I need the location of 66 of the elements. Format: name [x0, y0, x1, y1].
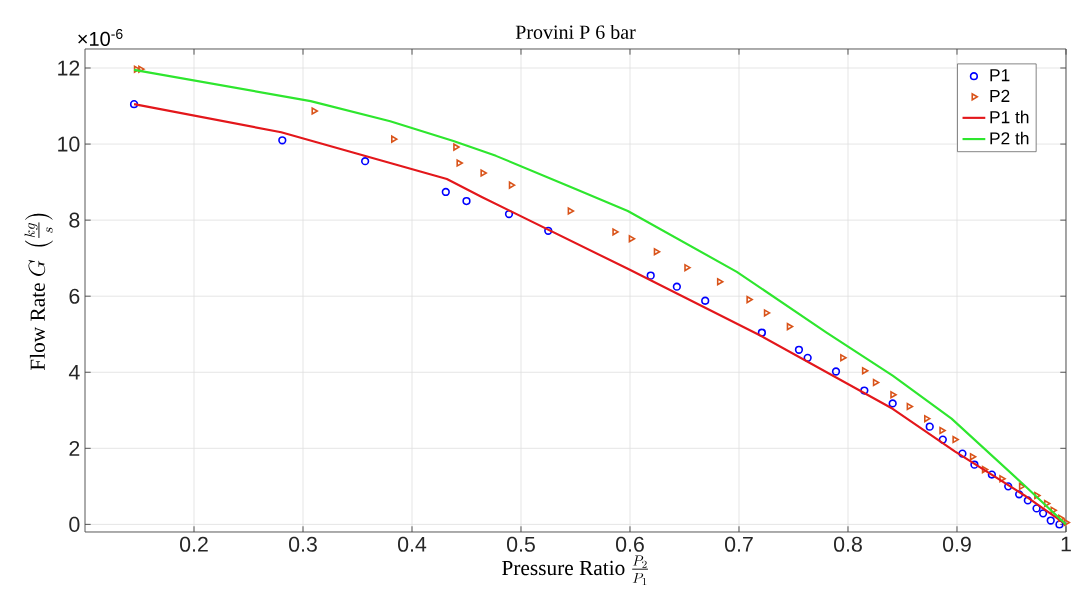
y-tick-label: 8	[69, 212, 80, 228]
point	[794, 345, 804, 354]
point	[1004, 482, 1013, 491]
point	[1023, 496, 1032, 505]
legend-label: P2	[990, 89, 1010, 102]
point	[646, 271, 655, 280]
y-tick-label: 4	[68, 364, 80, 380]
chart-title: Provini P 6 bar	[515, 24, 636, 39]
point	[803, 353, 812, 362]
point	[361, 157, 370, 166]
x-tick-label: 0.8	[834, 536, 862, 552]
point	[278, 136, 287, 145]
y-tick-label: 6	[69, 288, 80, 304]
point	[987, 470, 996, 479]
point	[701, 296, 710, 305]
point	[1032, 504, 1041, 513]
x-tick-label: 0.6	[616, 536, 644, 552]
point	[1038, 509, 1048, 518]
point	[1014, 490, 1024, 499]
point	[890, 391, 897, 399]
legend-label: P1	[990, 69, 1010, 82]
point	[952, 435, 959, 444]
point	[391, 135, 398, 143]
point	[462, 196, 471, 206]
point	[311, 107, 319, 115]
point	[129, 100, 139, 109]
legend-label: P2 th	[990, 131, 1029, 145]
point	[684, 263, 691, 272]
legend-label: P1 th	[990, 110, 1029, 124]
y-tick-label: 2	[69, 440, 80, 456]
x-tick-label: 0.5	[507, 536, 535, 552]
y-tick-label: 12	[58, 60, 80, 76]
x-axis-title: $\text{Pressure Ratio } \frac{P_2}{P_1}$	[502, 555, 648, 586]
point	[441, 187, 450, 197]
point	[1055, 520, 1064, 529]
x-tick-label: 1	[1061, 536, 1071, 552]
point	[456, 159, 464, 167]
point	[746, 295, 753, 304]
y-tick-label: 0	[69, 516, 80, 532]
x-tick-label: 0.7	[725, 536, 753, 552]
y-axis-title: $\text{Flow Rate } G\ \left(\frac{kg}{s}\right)$	[24, 213, 53, 371]
point	[925, 422, 934, 431]
point	[672, 282, 681, 291]
x-tick-label: 0.3	[289, 536, 317, 552]
point	[924, 414, 931, 423]
point	[958, 449, 967, 458]
point	[970, 460, 979, 469]
point	[612, 228, 619, 236]
point	[453, 143, 460, 151]
point	[480, 169, 487, 177]
point	[860, 386, 869, 395]
point	[504, 209, 514, 219]
y-tick-label: 10	[58, 136, 80, 152]
x-tick-label: 0.9	[943, 536, 971, 552]
point	[840, 354, 847, 362]
point	[1046, 516, 1055, 525]
point	[716, 278, 724, 286]
point	[831, 367, 841, 376]
x-tick-label: 0.4	[398, 536, 427, 552]
text: ×10$^{-6}$	[78, 29, 123, 46]
point	[938, 435, 947, 444]
point	[757, 328, 767, 337]
point	[544, 226, 553, 235]
point	[939, 426, 946, 435]
point	[888, 399, 897, 408]
x-tick-label: 0.2	[180, 536, 208, 552]
